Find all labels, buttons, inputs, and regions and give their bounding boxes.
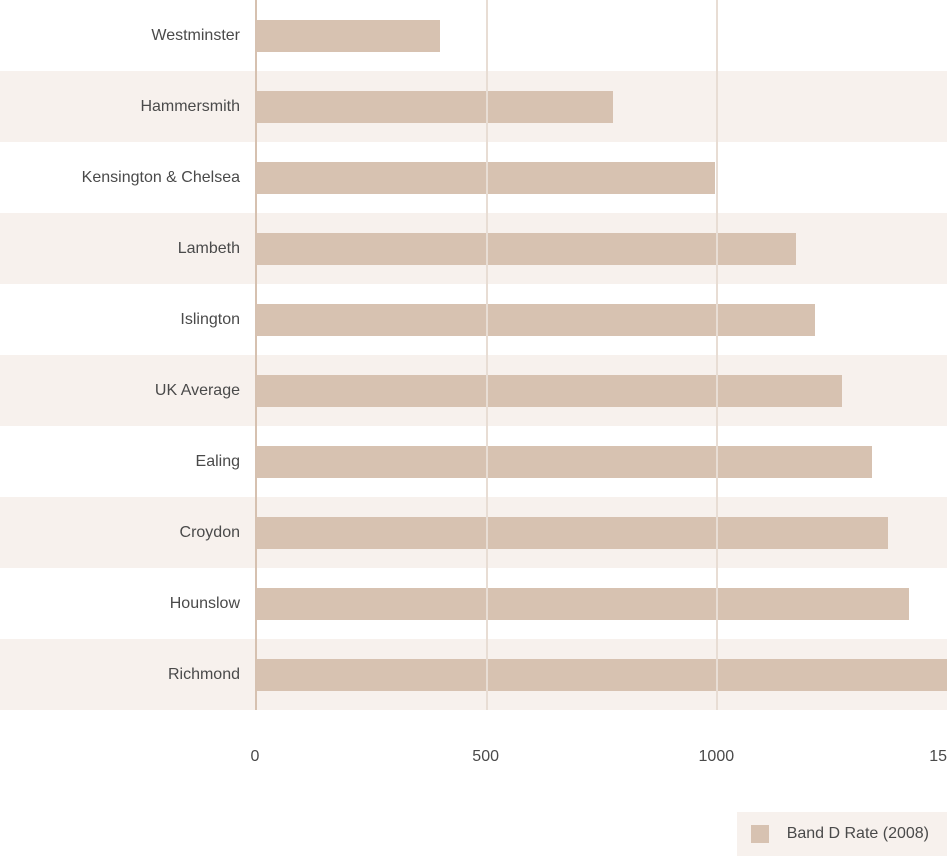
row-label: Richmond	[0, 666, 240, 684]
x-axis: 0 500 1000 1500	[0, 748, 947, 772]
gridline	[716, 0, 718, 710]
chart-container: Westminster Hammersmith Kensington & Chels…	[0, 0, 947, 780]
row-label: Croydon	[0, 524, 240, 542]
row-label: Hammersmith	[0, 98, 240, 116]
row-label: Hounslow	[0, 595, 240, 613]
legend-swatch	[751, 825, 769, 843]
plot-area	[255, 0, 947, 714]
x-tick-label: 1500	[929, 748, 947, 766]
row-label: Islington	[0, 311, 240, 329]
legend: Band D Rate (2008)	[737, 812, 947, 856]
x-tick-label: 0	[251, 748, 260, 766]
row-label: Ealing	[0, 453, 240, 471]
row-label: UK Average	[0, 382, 240, 400]
gridline	[486, 0, 488, 710]
gridline	[255, 0, 257, 710]
x-tick-label: 500	[472, 748, 499, 766]
x-tick-label: 1000	[699, 748, 735, 766]
legend-label: Band D Rate (2008)	[787, 825, 929, 843]
row-label: Kensington & Chelsea	[0, 169, 240, 187]
row-label: Westminster	[0, 27, 240, 45]
row-label: Lambeth	[0, 240, 240, 258]
